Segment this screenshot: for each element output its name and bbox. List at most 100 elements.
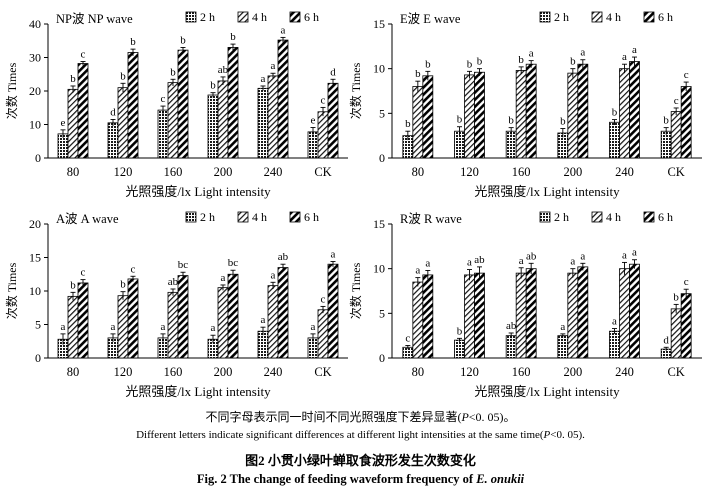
x-tick-label: 80: [412, 165, 425, 179]
significance-note-cn-threshold: <0. 05)。: [468, 410, 516, 424]
bar: [267, 75, 279, 159]
x-tick-label: CK: [667, 165, 684, 179]
significance-letter: b: [405, 118, 411, 130]
y-tick-label: 0: [35, 351, 41, 365]
bar: [577, 63, 589, 159]
y-tick-label: 10: [373, 62, 385, 76]
bar: [257, 87, 269, 159]
bar: [327, 263, 339, 359]
chart-panels: 0 10 20 30 40 次数 Times NP波 NP wave 2 h 4 h 6 h 80 e…: [4, 10, 702, 399]
bar: [557, 335, 569, 359]
significance-letter: b: [170, 66, 176, 78]
x-tick-label: CK: [667, 365, 684, 379]
legend-swatch: [539, 11, 551, 23]
bar: [277, 39, 289, 159]
bar: [317, 111, 329, 159]
bar: [422, 75, 434, 159]
significance-letter: a: [425, 257, 430, 269]
legend-label: 2 h: [200, 10, 215, 24]
significance-letter: b: [180, 34, 186, 46]
significance-letter: ab: [278, 251, 289, 263]
significance-letter: b: [70, 73, 76, 85]
bar: [127, 52, 139, 159]
significance-letter: b: [612, 107, 618, 119]
significance-letter: a: [632, 247, 637, 259]
chart-panel-1: 0 10 20 30 40 次数 Times NP波 NP wave 2 h 4 h 6 h 80 e…: [4, 10, 348, 199]
significance-letter: a: [271, 60, 276, 72]
x-tick-label: 240: [615, 165, 634, 179]
y-tick-label: 5: [35, 318, 41, 332]
significance-note-cn-p: P: [461, 410, 469, 424]
significance-letter: d: [663, 334, 669, 346]
significance-letter: b: [230, 31, 236, 43]
bar: [327, 82, 339, 159]
x-axis-title: 光照强度/lx Light intensity: [474, 184, 620, 199]
legend-swatch: [237, 11, 249, 23]
bar: [167, 82, 179, 159]
significance-letter: a: [560, 321, 565, 333]
x-tick-label: 120: [114, 365, 133, 379]
significance-letter: c: [161, 93, 166, 105]
significance-letter: b: [518, 54, 524, 66]
bar: [217, 287, 229, 359]
significance-letter: d: [110, 106, 116, 118]
significance-letter: c: [684, 69, 689, 81]
panel-title: A波 A wave: [56, 212, 119, 226]
bar: [525, 63, 537, 159]
bar: [454, 339, 465, 359]
bar: [670, 111, 682, 159]
x-tick-label: 240: [264, 365, 283, 379]
y-tick-label: 10: [29, 118, 41, 132]
bar: [227, 47, 239, 159]
y-tick-label: 20: [29, 217, 41, 231]
bar: [412, 86, 424, 159]
bar: [567, 72, 579, 159]
bar: [67, 88, 79, 159]
significance-letter: a: [622, 249, 627, 261]
significance-letter: ab: [526, 250, 537, 262]
x-axis-title: 光照强度/lx Light intensity: [474, 384, 620, 399]
y-tick-label: 15: [373, 217, 385, 231]
y-tick-label: 10: [373, 262, 385, 276]
legend-swatch: [185, 211, 197, 223]
legend-swatch: [591, 11, 603, 23]
legend-label: 4 h: [606, 10, 621, 24]
significance-letter: b: [120, 279, 126, 291]
panel-title: R波 R wave: [400, 212, 462, 226]
bar: [107, 122, 119, 159]
significance-letter: d: [330, 66, 336, 78]
bar: [412, 281, 424, 359]
y-axis-title: 次数 Times: [4, 262, 19, 319]
figure-title-en-species: E. onukii: [476, 472, 525, 486]
y-tick-label: 10: [29, 284, 41, 298]
y-tick-label: 40: [29, 17, 41, 31]
legend-swatch: [643, 11, 655, 23]
significance-letter: c: [81, 49, 86, 61]
legend-label: 6 h: [304, 10, 319, 24]
y-tick-label: 5: [379, 306, 385, 320]
x-tick-label: 80: [67, 365, 80, 379]
significance-letter: c: [674, 95, 679, 107]
significance-letter: b: [457, 114, 463, 126]
significance-letter: b: [130, 36, 136, 48]
significance-letter: a: [261, 314, 266, 326]
bar: [177, 49, 189, 159]
significance-letter: e: [61, 117, 66, 129]
significance-letter: a: [261, 73, 266, 85]
significance-letter: bc: [228, 257, 239, 269]
legend-swatch: [185, 11, 197, 23]
legend-label: 2 h: [554, 10, 569, 24]
panel-title: E波 E wave: [400, 12, 461, 26]
bar: [77, 282, 89, 359]
bar: [609, 121, 620, 159]
bar: [422, 274, 434, 359]
significance-letter: b: [673, 291, 679, 303]
y-tick-label: 15: [29, 251, 41, 265]
significance-letter: ab: [218, 64, 229, 76]
significance-letter: ab: [474, 254, 485, 266]
significance-letter: a: [632, 44, 637, 56]
significance-letter: a: [221, 272, 226, 284]
y-tick-label: 5: [379, 106, 385, 120]
significance-letter: b: [663, 115, 669, 127]
